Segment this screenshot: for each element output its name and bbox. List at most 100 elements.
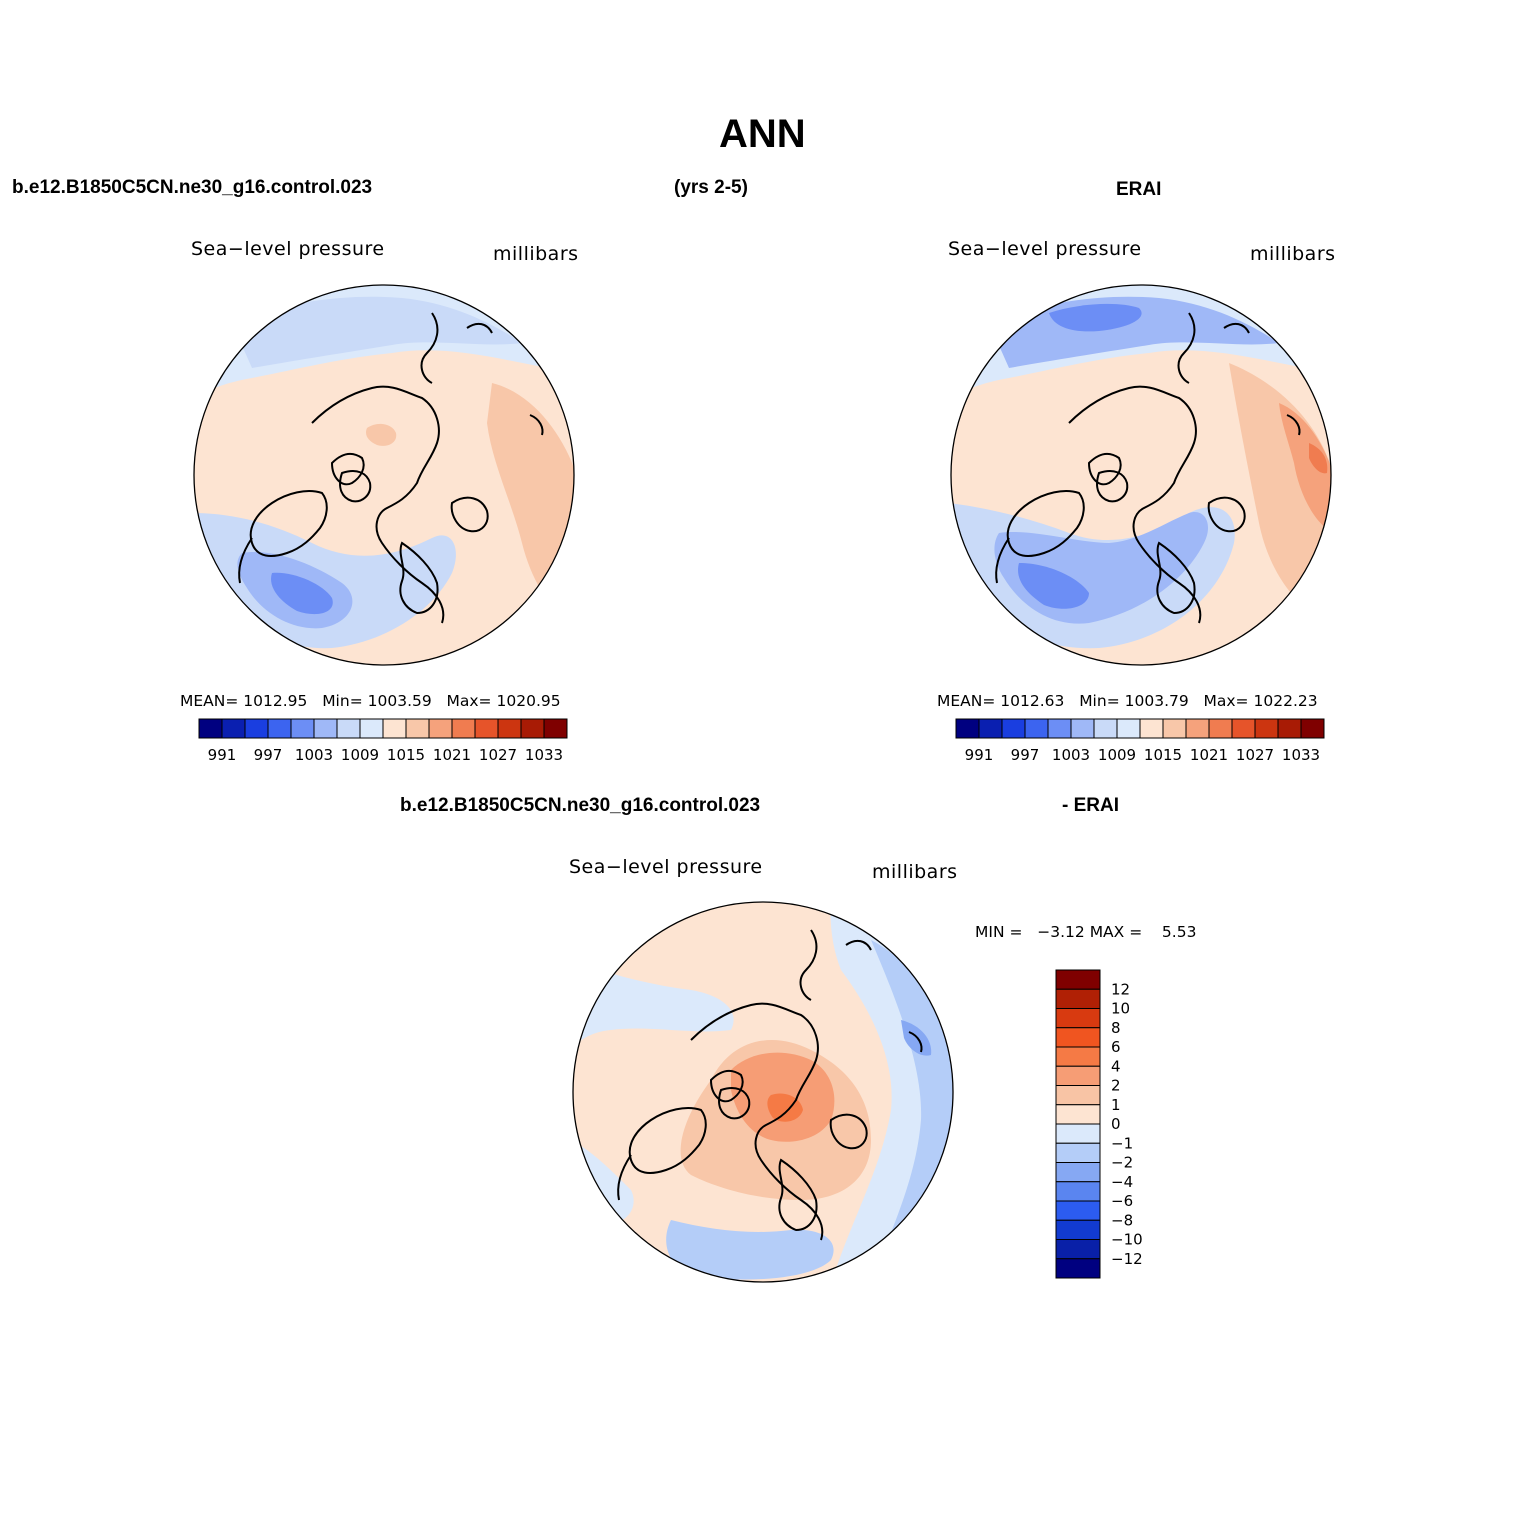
colorbar-tick-label: 1003 [295, 746, 333, 764]
model-max-value: 1020.95 [496, 692, 561, 710]
coastline [1068, 385, 1202, 624]
colorbar-box [1024, 718, 1049, 739]
coastline [628, 1107, 707, 1174]
colorbar-box [1055, 1085, 1101, 1106]
diff-max-label: MAX = [1089, 923, 1143, 941]
coastline [339, 470, 372, 503]
coastline [450, 496, 489, 533]
coastline [529, 414, 544, 436]
colorbar-box [267, 718, 292, 739]
colorbar-box [474, 718, 499, 739]
coastline [399, 541, 439, 615]
coastline [420, 312, 439, 384]
obs-stats: MEAN= 1012.63 Min= 1003.79 Max= 1022.23 [937, 692, 1318, 710]
obs-name-label: ERAI [1116, 179, 1162, 200]
coastline [617, 1154, 632, 1201]
obs-min-label: Min= [1079, 692, 1120, 710]
colorbar-box [1277, 718, 1302, 739]
colorbar-box [1300, 718, 1325, 739]
obs-units-label: millibars [1250, 243, 1336, 265]
model-colorbar: 991 997 1003 1009 1015 1021 1027 1033 [198, 718, 568, 764]
colorbar-box [955, 718, 980, 739]
map-boundary [950, 284, 1332, 666]
colorbar-box [405, 718, 430, 739]
model-mean-label: MEAN= [180, 692, 239, 710]
colorbar-box [1208, 718, 1233, 739]
coastline [799, 929, 818, 1001]
colorbar-box [428, 718, 453, 739]
coastline [1207, 496, 1246, 533]
colorbar-box [1070, 718, 1095, 739]
colorbar-box [1055, 969, 1101, 990]
field-contour-region [666, 1220, 834, 1280]
colorbar-tick-label: −12 [1111, 1250, 1143, 1268]
colorbar-box [1139, 718, 1164, 739]
coastline [1177, 312, 1196, 384]
colorbar-box [1254, 718, 1279, 739]
colorbar-tick-label: 1033 [525, 746, 563, 764]
colorbar-box [543, 718, 568, 739]
coastline [1006, 490, 1085, 557]
colorbar-box [290, 718, 315, 739]
colorbar-tick-label: −6 [1111, 1192, 1133, 1210]
model-units-label: millibars [493, 243, 579, 265]
field-contour-region [1279, 403, 1331, 533]
colorbar-box [359, 718, 384, 739]
colorbar-tick-label: −1 [1111, 1134, 1133, 1152]
obs-mean-label: MEAN= [937, 692, 996, 710]
colorbar-box [1055, 1123, 1101, 1144]
map-boundary [193, 284, 575, 666]
colorbar-box [1231, 718, 1256, 739]
colorbar-box [1185, 718, 1210, 739]
obs-mean-value: 1012.63 [1000, 692, 1065, 710]
diff-units-label: millibars [872, 861, 958, 883]
colorbar-box [1055, 1219, 1101, 1240]
colorbar-box [1055, 1142, 1101, 1163]
colorbar-box [1055, 1046, 1101, 1067]
colorbar-box [313, 718, 338, 739]
coastline [311, 385, 445, 624]
obs-colorbar: 991 997 1003 1009 1015 1021 1027 1033 [955, 718, 1325, 764]
diff-variable-label: Sea−level pressure [569, 856, 763, 878]
coastline [1223, 322, 1250, 334]
field-contour-region [1309, 443, 1328, 474]
model-mean-value: 1012.95 [243, 692, 308, 710]
colorbar-tick-label: 0 [1111, 1115, 1121, 1133]
field-contour-region [573, 960, 734, 1050]
colorbar-box [497, 718, 522, 739]
obs-variable-label: Sea−level pressure [948, 238, 1142, 260]
colorbar-tick-label: 1009 [1098, 746, 1136, 764]
colorbar-tick-label: 1015 [387, 746, 425, 764]
colorbar-tick-label: 6 [1111, 1038, 1121, 1056]
colorbar-tick-label: 12 [1111, 980, 1130, 998]
colorbar-tick-label: −8 [1111, 1211, 1133, 1229]
colorbar-box [1162, 718, 1187, 739]
colorbar-tick-label: 1 [1111, 1096, 1121, 1114]
coastline [845, 939, 872, 951]
diff-slp-map [572, 901, 954, 1283]
field-contour-region [767, 1093, 803, 1122]
diff-min-label: MIN = [975, 923, 1023, 941]
colorbar-box [978, 718, 1003, 739]
colorbar-box [1055, 1065, 1101, 1086]
colorbar-box [1055, 1008, 1101, 1029]
coastline [1286, 414, 1301, 436]
model-slp-map [193, 284, 575, 666]
obs-max-value: 1022.23 [1253, 692, 1318, 710]
colorbar-box [1055, 1258, 1101, 1279]
colorbar-tick-label: 997 [254, 746, 283, 764]
model-max-label: Max= [446, 692, 492, 710]
colorbar-box [1055, 988, 1101, 1009]
model-min-label: Min= [322, 692, 363, 710]
colorbar-box [244, 718, 269, 739]
map-boundary [572, 901, 954, 1283]
figure-title: ANN [719, 112, 806, 156]
diff-max-value: 5.53 [1161, 923, 1197, 941]
colorbar-box [1116, 718, 1141, 739]
coastline [995, 537, 1010, 584]
colorbar-box [198, 718, 223, 739]
diff-stats: MIN = −3.12 MAX = 5.53 [975, 923, 1196, 941]
obs-slp-map [950, 284, 1332, 666]
field-contour-region [366, 423, 397, 446]
